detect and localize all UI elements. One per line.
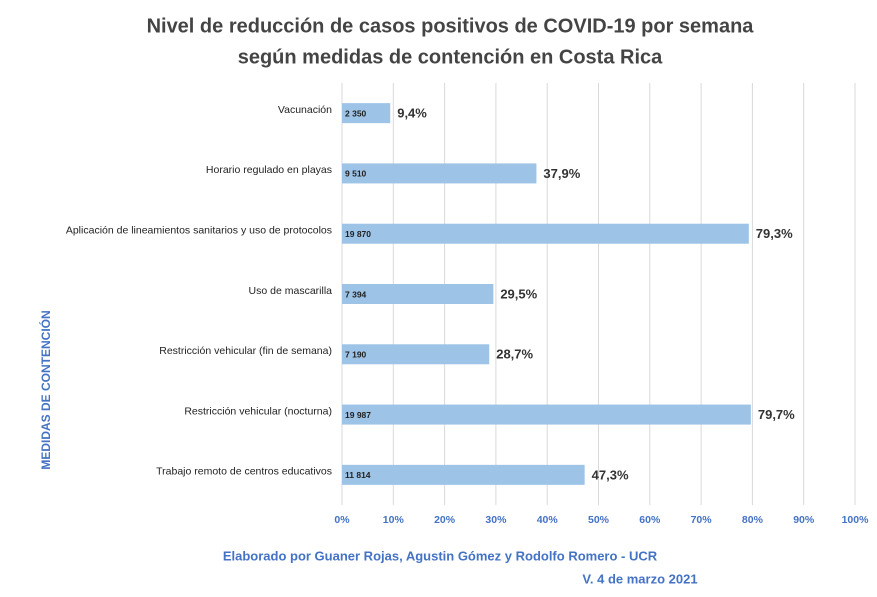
value-label: 28,7% — [496, 347, 533, 362]
value-label: 79,3% — [756, 226, 793, 241]
bar-label: 9 510 — [345, 169, 367, 179]
bar — [342, 344, 490, 365]
y-tick-label: Vacunación — [278, 104, 332, 116]
x-tick-label: 100% — [842, 514, 870, 526]
bar-label: 7 394 — [345, 289, 367, 299]
chart-title: Nivel de reducción de casos positivos de… — [147, 15, 755, 37]
value-label: 79,7% — [758, 407, 795, 422]
bar-label: 2 350 — [345, 108, 367, 118]
bar-label: 11 814 — [345, 470, 371, 480]
bar — [342, 163, 537, 184]
value-label: 29,5% — [500, 286, 537, 301]
value-label: 9,4% — [397, 106, 427, 121]
y-tick-label: Restricción vehicular (nocturna) — [184, 405, 332, 417]
x-tick-label: 90% — [793, 514, 815, 526]
x-tick-label: 30% — [485, 514, 507, 526]
chart-title: según medidas de contención en Costa Ric… — [238, 46, 663, 68]
x-tick-label: 60% — [639, 514, 661, 526]
x-tick-label: 80% — [742, 514, 764, 526]
bar — [342, 404, 751, 425]
y-tick-label: Aplicación de lineamientos sanitarios y … — [66, 224, 332, 236]
y-tick-label: Horario regulado en playas — [206, 164, 332, 176]
x-tick-label: 40% — [537, 514, 559, 526]
y-axis-title: MEDIDAS DE CONTENCIÓN — [38, 310, 53, 469]
y-tick-label: Trabajo remoto de centros educativos — [156, 466, 332, 478]
x-tick-label: 70% — [691, 514, 713, 526]
bar-label: 7 190 — [345, 350, 367, 360]
bar — [342, 223, 749, 244]
bar-label: 19 870 — [345, 229, 371, 239]
footer: Elaborado por Guaner Rojas, Agustin Góme… — [223, 548, 658, 563]
bar — [342, 464, 585, 485]
x-tick-label: 0% — [334, 514, 350, 526]
bar-label: 19 987 — [345, 410, 371, 420]
footer: V. 4 de marzo 2021 — [582, 571, 697, 586]
bar — [342, 284, 494, 304]
x-tick-label: 10% — [383, 514, 405, 526]
x-tick-label: 50% — [588, 514, 610, 526]
y-tick-label: Uso de mascarilla — [249, 285, 333, 297]
x-tick-label: 20% — [434, 514, 456, 526]
value-label: 47,3% — [592, 467, 629, 482]
value-label: 37,9% — [543, 166, 580, 181]
y-tick-label: Restricción vehicular (fin de semana) — [159, 345, 332, 357]
bar — [342, 103, 391, 124]
